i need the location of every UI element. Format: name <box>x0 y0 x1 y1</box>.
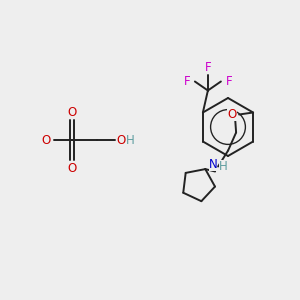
Text: O: O <box>116 134 126 146</box>
Text: O: O <box>68 161 76 175</box>
Text: O: O <box>68 106 76 118</box>
Text: O: O <box>41 134 51 146</box>
Text: O: O <box>227 108 237 121</box>
Text: F: F <box>205 61 211 74</box>
Text: N: N <box>209 158 218 171</box>
Text: F: F <box>184 75 190 88</box>
Text: H: H <box>219 160 227 173</box>
Text: H: H <box>126 134 134 146</box>
Text: F: F <box>226 75 232 88</box>
